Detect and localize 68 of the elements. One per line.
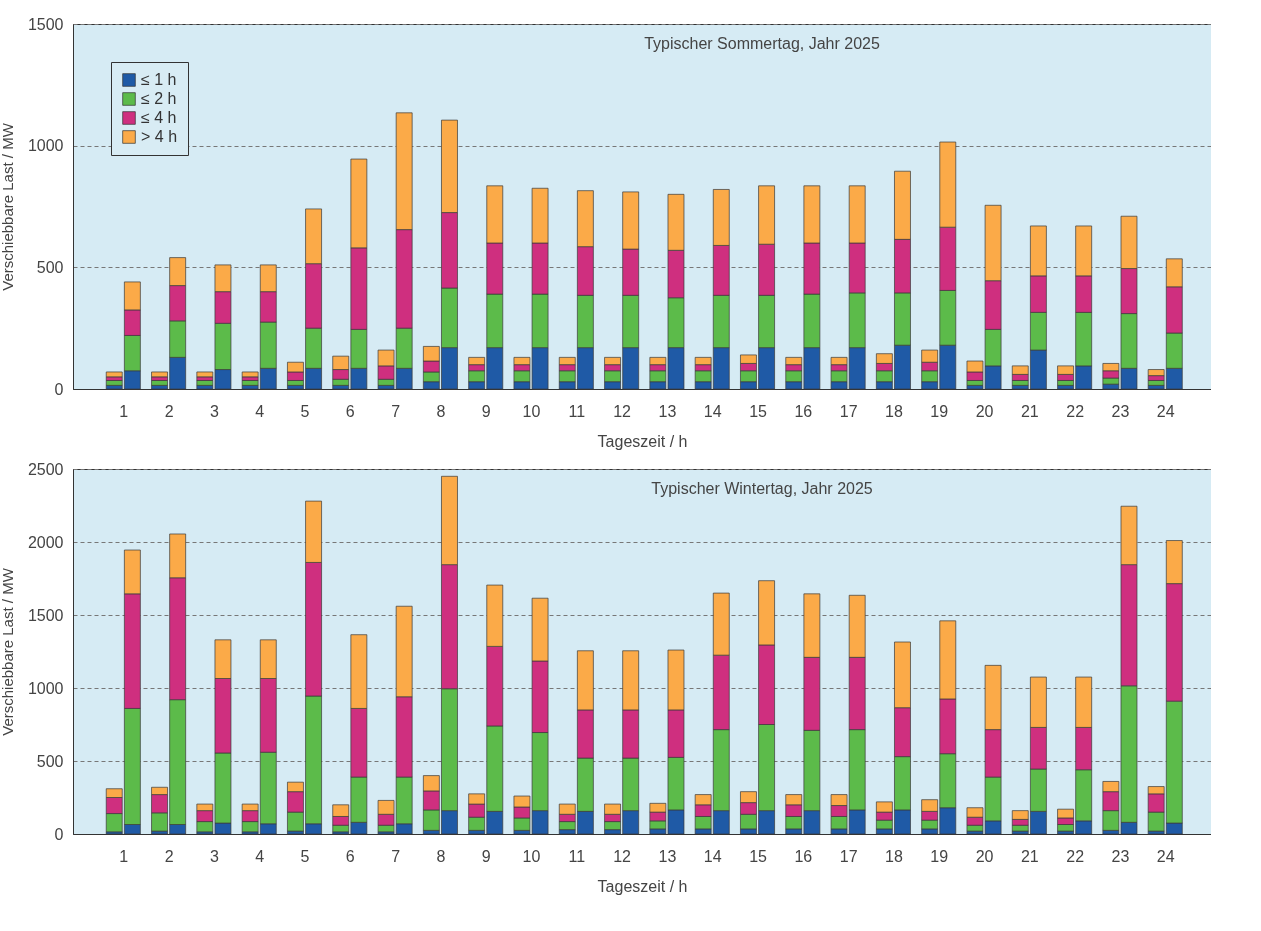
x-tick-label: 11 — [568, 402, 586, 420]
text: Typischer Sommertag, Jahr 2025 — [644, 35, 880, 52]
x-tick-label: 16 — [794, 402, 813, 420]
y-tick-label: 2500 — [27, 460, 64, 478]
x-tick-label: 10 — [522, 847, 541, 865]
x-tick-label: 4 — [255, 847, 265, 865]
x-tick-label: 1 — [119, 847, 129, 865]
x-tick-label: 5 — [300, 402, 310, 420]
x-tick-label: 7 — [391, 847, 401, 865]
legend-label: ≤ 1 h — [141, 71, 177, 88]
y-tick-label: 500 — [36, 752, 64, 770]
x-tick-label: 19 — [930, 402, 949, 420]
x-tick-label: 10 — [522, 402, 541, 420]
x-tick-label: 14 — [703, 402, 722, 420]
legend-label: ≤ 4 h — [141, 109, 177, 126]
x-tick-label: 2 — [164, 847, 174, 865]
x-tick-label: 13 — [658, 402, 677, 420]
y-tick-label: 0 — [54, 380, 64, 398]
x-tick-label: 22 — [1066, 847, 1085, 865]
x-tick-label: 7 — [391, 402, 401, 420]
x-tick-label: 21 — [1020, 847, 1039, 865]
x-tick-label: 12 — [613, 402, 632, 420]
x-tick-label: 17 — [839, 847, 858, 865]
y-tick-label: 1000 — [27, 679, 64, 697]
legend-label: ≤ 2 h — [141, 90, 177, 107]
x-tick-label: 23 — [1111, 847, 1130, 865]
y-tick-label: 500 — [36, 258, 64, 276]
x-tick-label: 23 — [1111, 402, 1130, 420]
x-tick-label: 20 — [975, 847, 994, 865]
x-tick-label: 15 — [749, 402, 768, 420]
x-tick-label: 4 — [255, 402, 265, 420]
x-tick-label: 24 — [1156, 847, 1175, 865]
x-tick-label: 16 — [794, 847, 813, 865]
x-tick-label: 18 — [885, 402, 903, 420]
x-tick-label: 13 — [658, 847, 677, 865]
x-tick-label: 24 — [1156, 402, 1175, 420]
text: Typischer Wintertag, Jahr 2025 — [651, 480, 873, 497]
x-tick-label: 8 — [436, 847, 446, 865]
x-tick-label: 22 — [1066, 402, 1085, 420]
x-tick-label: 3 — [209, 847, 219, 865]
x-tick-label: 5 — [300, 847, 310, 865]
y-axis-title: Verschiebbare Last / MW — [0, 567, 16, 736]
x-tick-label: 6 — [345, 847, 355, 865]
x-tick-label: 8 — [436, 402, 446, 420]
x-tick-label: 17 — [839, 402, 858, 420]
y-tick-label: 0 — [54, 825, 64, 843]
x-tick-label: 3 — [209, 402, 219, 420]
legend-label: > 4 h — [141, 128, 178, 145]
y-tick-label: 1500 — [27, 15, 64, 33]
y-axis-title: Verschiebbare Last / MW — [0, 122, 16, 291]
y-tick-label: 1500 — [27, 606, 64, 624]
x-tick-label: 19 — [930, 847, 949, 865]
x-tick-label: 9 — [481, 402, 491, 420]
x-tick-label: 11 — [568, 847, 586, 865]
x-tick-label: 18 — [885, 847, 903, 865]
x-axis-title: Tageszeit / h — [597, 432, 688, 450]
x-axis-title: Tageszeit / h — [597, 877, 688, 895]
y-tick-label: 1000 — [27, 137, 64, 155]
x-tick-label: 21 — [1020, 402, 1039, 420]
x-tick-label: 9 — [481, 847, 491, 865]
x-tick-label: 20 — [975, 402, 994, 420]
y-tick-label: 2000 — [27, 533, 64, 551]
x-tick-label: 6 — [345, 402, 355, 420]
x-tick-label: 1 — [119, 402, 129, 420]
x-tick-label: 15 — [749, 847, 768, 865]
x-tick-label: 14 — [703, 847, 722, 865]
x-tick-label: 12 — [613, 847, 632, 865]
x-tick-label: 2 — [164, 402, 174, 420]
